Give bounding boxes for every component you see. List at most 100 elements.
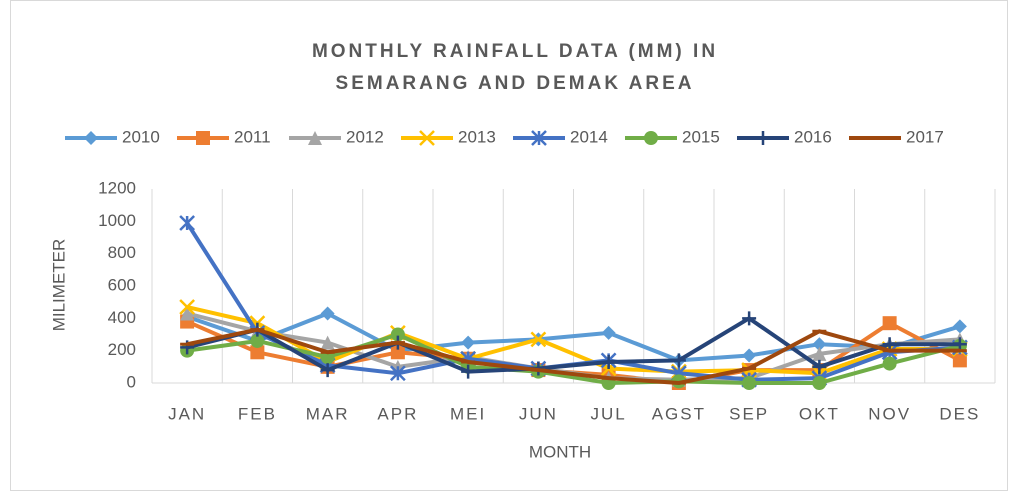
marker (531, 130, 547, 146)
x-tick-label: AGST (652, 404, 706, 423)
y-tick-label: 600 (108, 275, 136, 294)
marker-shape (179, 299, 196, 315)
x-tick-label: SEP (729, 404, 769, 423)
marker (179, 299, 196, 315)
legend-label: 2010 (122, 127, 160, 146)
marker-shape (320, 335, 335, 350)
x-tick-label: JUN (519, 404, 558, 423)
marker (530, 331, 547, 348)
marker (742, 348, 757, 363)
marker (390, 345, 405, 360)
marker-shape (882, 316, 897, 331)
series-line (186, 316, 960, 374)
y-tick-label: 200 (108, 340, 136, 359)
marker (320, 363, 335, 378)
marker-shape (461, 335, 476, 350)
marker (812, 346, 827, 361)
y-tick-label: 1000 (98, 211, 136, 230)
legend-label: 2015 (682, 127, 720, 146)
marker-shape (320, 363, 335, 378)
marker-shape (812, 346, 827, 361)
marker-shape (530, 331, 547, 348)
legend-label: 2013 (458, 127, 496, 146)
marker-shape (882, 356, 897, 371)
x-tick-label: APR (377, 404, 418, 423)
chart-border (10, 0, 1008, 491)
y-tick-label: 400 (108, 308, 136, 327)
marker (812, 359, 827, 374)
y-axis-label: MILIMETER (49, 239, 68, 332)
series-line (186, 332, 961, 385)
marker (952, 353, 967, 368)
marker (644, 131, 658, 145)
marker-shape (671, 353, 686, 368)
marker (461, 364, 476, 379)
marker-shape (742, 311, 757, 326)
marker (84, 131, 98, 145)
marker (742, 311, 757, 326)
legend-label: 2017 (906, 127, 944, 146)
marker-shape (812, 376, 827, 390)
marker (671, 353, 686, 368)
x-tick-label: FEB (238, 404, 277, 423)
legend-label: 2012 (346, 127, 384, 146)
marker-shape (179, 215, 196, 231)
marker (389, 365, 406, 382)
legend-label: 2011 (234, 127, 271, 146)
marker-shape (742, 348, 757, 363)
marker (179, 215, 196, 231)
x-tick-label: MEI (450, 404, 486, 423)
x-tick-label: JUL (591, 404, 627, 423)
marker (320, 335, 335, 350)
marker-shape (250, 345, 265, 360)
marker-shape (461, 364, 476, 379)
marker-shape (812, 359, 827, 374)
series-line (186, 311, 961, 363)
marker-shape (419, 130, 435, 146)
marker (952, 319, 967, 334)
marker (742, 376, 757, 390)
marker (812, 376, 827, 390)
x-tick-label: NOV (868, 404, 911, 423)
marker (250, 345, 265, 360)
marker-shape (601, 354, 616, 369)
marker (308, 131, 322, 145)
marker (419, 130, 435, 146)
marker-shape (742, 376, 757, 390)
y-tick-label: 1200 (98, 178, 136, 197)
marker (601, 325, 616, 340)
marker-shape (308, 131, 322, 145)
marker-shape (250, 333, 265, 348)
legend-label: 2016 (794, 127, 832, 146)
marker-shape (601, 325, 616, 340)
marker (882, 356, 897, 371)
marker-shape (389, 365, 406, 382)
marker (461, 335, 476, 350)
marker (882, 316, 897, 331)
marker (196, 131, 210, 145)
marker (812, 337, 827, 352)
marker-shape (196, 131, 210, 145)
marker-shape (320, 306, 335, 321)
legend-label: 2014 (570, 127, 608, 146)
y-tick-label: 800 (108, 243, 136, 262)
marker-shape (531, 130, 547, 146)
x-tick-label: OKT (799, 404, 840, 423)
marker (320, 306, 335, 321)
x-tick-label: DES (939, 404, 980, 423)
marker-shape (84, 131, 98, 145)
marker-shape (812, 337, 827, 352)
chart-title: MONTHLY RAINFALL DATA (MM) IN SEMARANG A… (311, 41, 719, 94)
marker (250, 333, 265, 348)
marker (756, 131, 770, 145)
marker (601, 354, 616, 369)
marker-shape (180, 306, 195, 321)
marker-shape (756, 131, 770, 145)
marker-shape (390, 345, 405, 360)
x-tick-label: MAR (306, 404, 350, 423)
y-tick-label: 0 (127, 372, 136, 391)
marker-shape (952, 353, 967, 368)
x-axis-label: MONTH (529, 442, 591, 461)
